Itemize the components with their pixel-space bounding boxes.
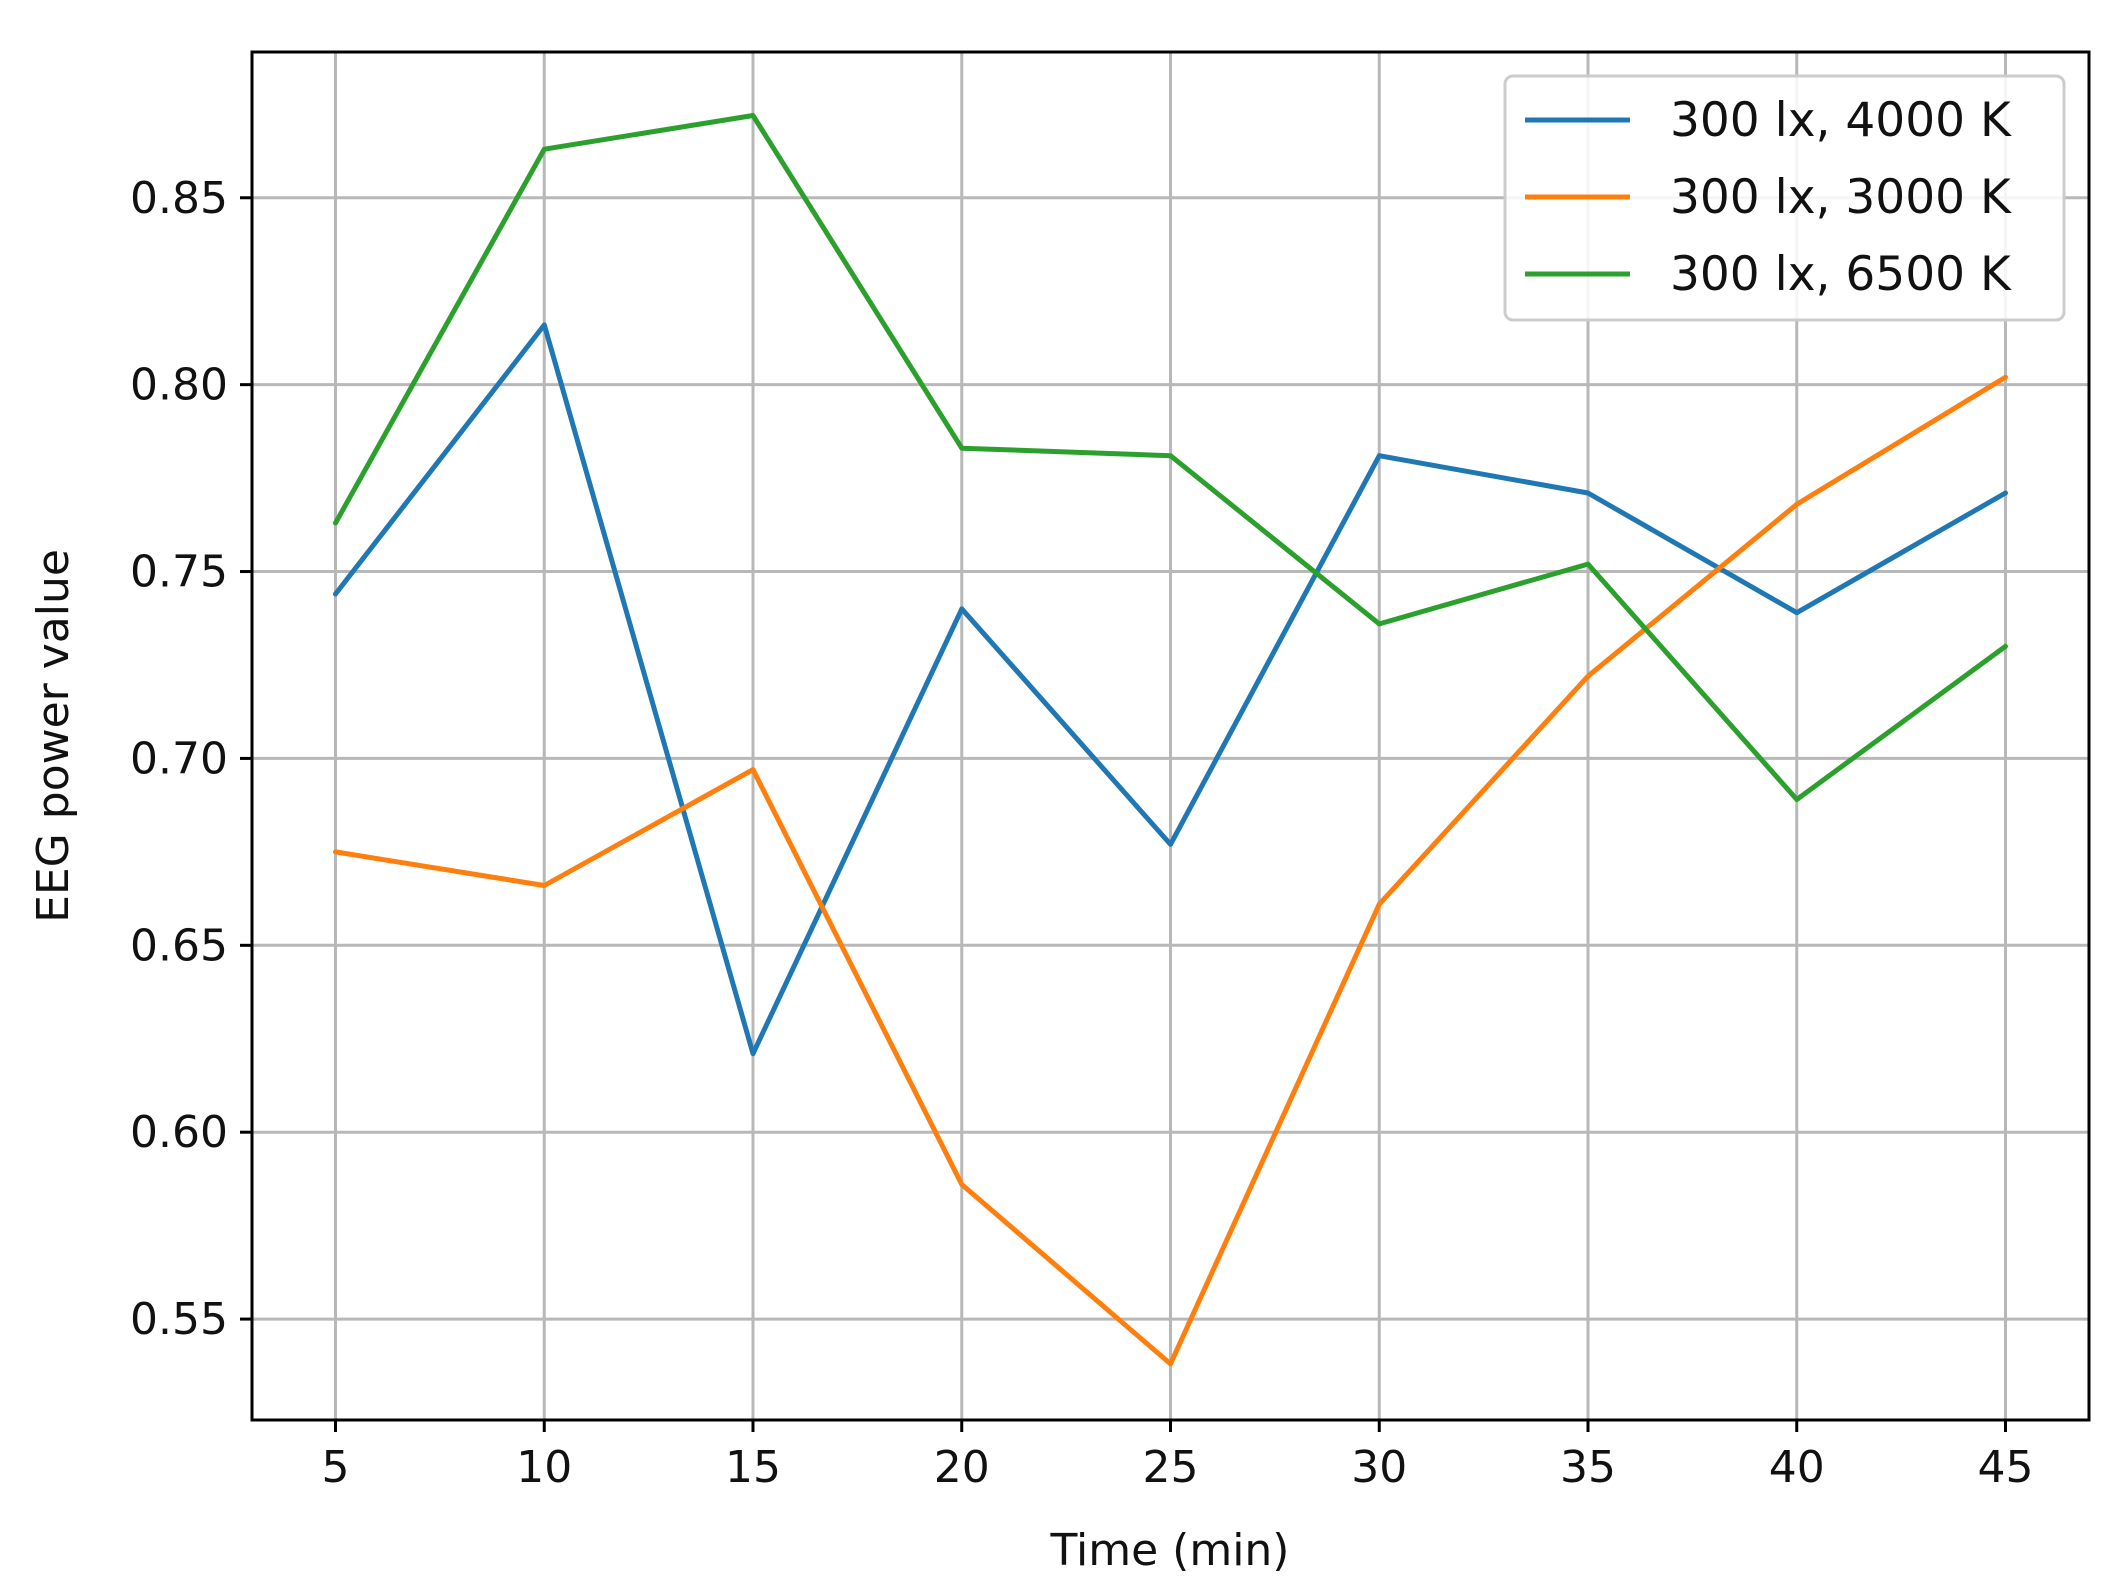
x-tick-label: 15 [725,1442,781,1493]
x-tick-label: 10 [516,1442,572,1493]
x-tick-label: 25 [1143,1442,1199,1493]
x-tick-label: 20 [934,1442,990,1493]
series-line-1 [333,322,2008,1057]
x-tick-label: 5 [322,1442,350,1493]
series-line-3 [333,113,2008,802]
legend-label: 300 lx, 4000 K [1670,93,2012,148]
legend-label: 300 lx, 6500 K [1670,247,2012,302]
y-tick-label: 0.85 [130,173,228,224]
grid [252,52,2089,1420]
y-tick-label: 0.80 [130,360,228,411]
x-tick-label: 40 [1769,1442,1825,1493]
x-tick-label: 35 [1560,1442,1616,1493]
x-tick-label: 45 [1978,1442,2034,1493]
x-tick-label: 30 [1351,1442,1407,1493]
axis-ticks: 5 10 15 20 25 30 35 40 45 0.55 0.60 0.65 0.70 0.75 0.8… [130,173,2033,1493]
legend-label: 300 lx, 3000 K [1670,170,2012,225]
y-axis-label: EEG power value [28,549,79,923]
series-line-2 [333,374,2008,1367]
y-tick-label: 0.75 [130,547,228,598]
series-group [333,113,2008,1367]
y-tick-label: 0.55 [130,1294,228,1345]
legend: 300 lx, 4000 K 300 lx, 3000 K 300 lx, 6500… [1503,74,2066,322]
x-axis-label: Time (min) [1050,1525,1290,1576]
legend-box [1503,74,2066,322]
y-tick-label: 0.60 [130,1107,228,1158]
y-tick-label: 0.70 [130,733,228,784]
y-tick-label: 0.65 [130,920,228,971]
